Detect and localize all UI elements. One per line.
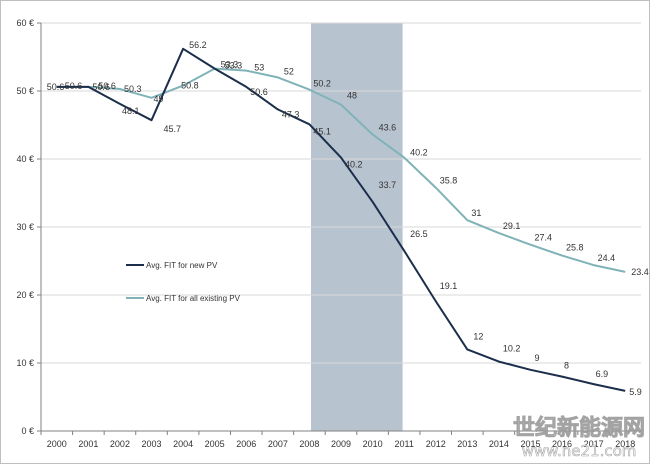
existing-pv-data-label: 53.3 [221, 60, 239, 70]
new-pv-line [56, 47, 626, 392]
x-tick-label: 2004 [173, 439, 193, 449]
new-pv-data-label: 56.2 [189, 40, 207, 50]
x-tick-label: 2002 [110, 439, 130, 449]
x-tick-label: 2001 [78, 439, 98, 449]
x-tick-label: 2017 [584, 439, 604, 449]
y-tick-label: 0 € [21, 426, 34, 436]
x-tick-label: 2014 [489, 439, 509, 449]
existing-pv-data-label: 50.3 [124, 84, 142, 94]
new-pv-data-label: 47.3 [282, 109, 300, 119]
existing-pv-data-label: 31 [471, 208, 481, 218]
existing-pv-data-label: 53 [254, 63, 264, 73]
x-tick-label: 2006 [236, 439, 256, 449]
new-pv-data-label: 10.2 [503, 344, 521, 354]
existing-pv-data-label: 49 [154, 94, 164, 104]
watermark-url: www.ne21.com [522, 442, 637, 460]
x-tick-label: 2008 [299, 439, 319, 449]
new-pv-data-label: 50.6 [65, 81, 83, 91]
new-pv-data-label: 6.9 [596, 369, 609, 379]
x-tick-label: 2016 [552, 439, 572, 449]
x-tick-label: 2003 [142, 439, 162, 449]
legend-new-pv-label: Avg. FIT for new PV [146, 261, 218, 270]
existing-pv-data-label: 50.6 [92, 82, 110, 92]
new-pv-data-label: 5.9 [629, 387, 642, 397]
new-pv-data-label: 40.2 [345, 160, 363, 170]
existing-pv-line [56, 67, 626, 273]
y-tick-label: 40 € [16, 154, 34, 164]
existing-pv-data-label: 50.2 [313, 79, 331, 89]
new-pv-data-label: 12 [473, 331, 483, 341]
existing-pv-data-label: 50.6 [47, 82, 65, 92]
new-pv-data-label: 53.3 [225, 61, 243, 71]
y-tick-label: 30 € [16, 222, 34, 232]
existing-pv-data-label: 25.8 [566, 243, 584, 253]
x-tick-label: 2011 [394, 439, 413, 449]
existing-pv-data-label: 27.4 [534, 233, 552, 243]
existing-pv-data-label: 40.2 [410, 148, 428, 158]
x-tick-label: 2015 [520, 439, 540, 449]
existing-pv-data-label: 24.4 [598, 253, 616, 263]
x-tick-label: 2012 [426, 439, 446, 449]
existing-pv-data-label: 29.1 [503, 221, 521, 231]
y-tick-label: 20 € [16, 290, 34, 300]
y-tick-label: 10 € [16, 358, 34, 368]
new-pv-data-label: 50.6 [98, 81, 116, 91]
x-tick-label: 2005 [205, 439, 225, 449]
new-pv-data-label: 50.6 [250, 87, 268, 97]
new-pv-data-label: 45.7 [164, 124, 182, 134]
x-tick-label: 2013 [457, 439, 477, 449]
x-tick-label: 2009 [331, 439, 351, 449]
new-pv-data-label: 8 [564, 361, 569, 371]
x-tick-label: 2010 [363, 439, 383, 449]
x-tick-label: 2000 [47, 439, 67, 449]
existing-pv-data-label: 23.4 [631, 267, 649, 277]
new-pv-data-label: 26.5 [410, 229, 428, 239]
new-pv-data-label: 45.1 [313, 126, 331, 136]
x-tick-label: 2007 [268, 439, 288, 449]
x-tick-label: 2018 [615, 439, 635, 449]
existing-pv-data-label: 52 [284, 66, 294, 76]
existing-pv-data-label: 43.6 [379, 123, 397, 133]
watermark-title: 世纪新能源网 [513, 415, 645, 441]
new-pv-data-label: 48.1 [122, 106, 140, 116]
new-pv-data-label: 33.7 [379, 180, 397, 190]
new-pv-data-label: 9 [534, 353, 539, 363]
new-pv-data-label: 19.1 [440, 281, 458, 291]
legend-existing-pv-label: Avg. FIT for all existing PV [146, 294, 241, 303]
y-tick-label: 60 € [16, 18, 34, 28]
existing-pv-data-label: 50.8 [181, 81, 199, 91]
existing-pv-data-label: 35.8 [440, 176, 458, 186]
y-tick-label: 50 € [16, 86, 34, 96]
existing-pv-data-label: 48 [347, 91, 357, 101]
